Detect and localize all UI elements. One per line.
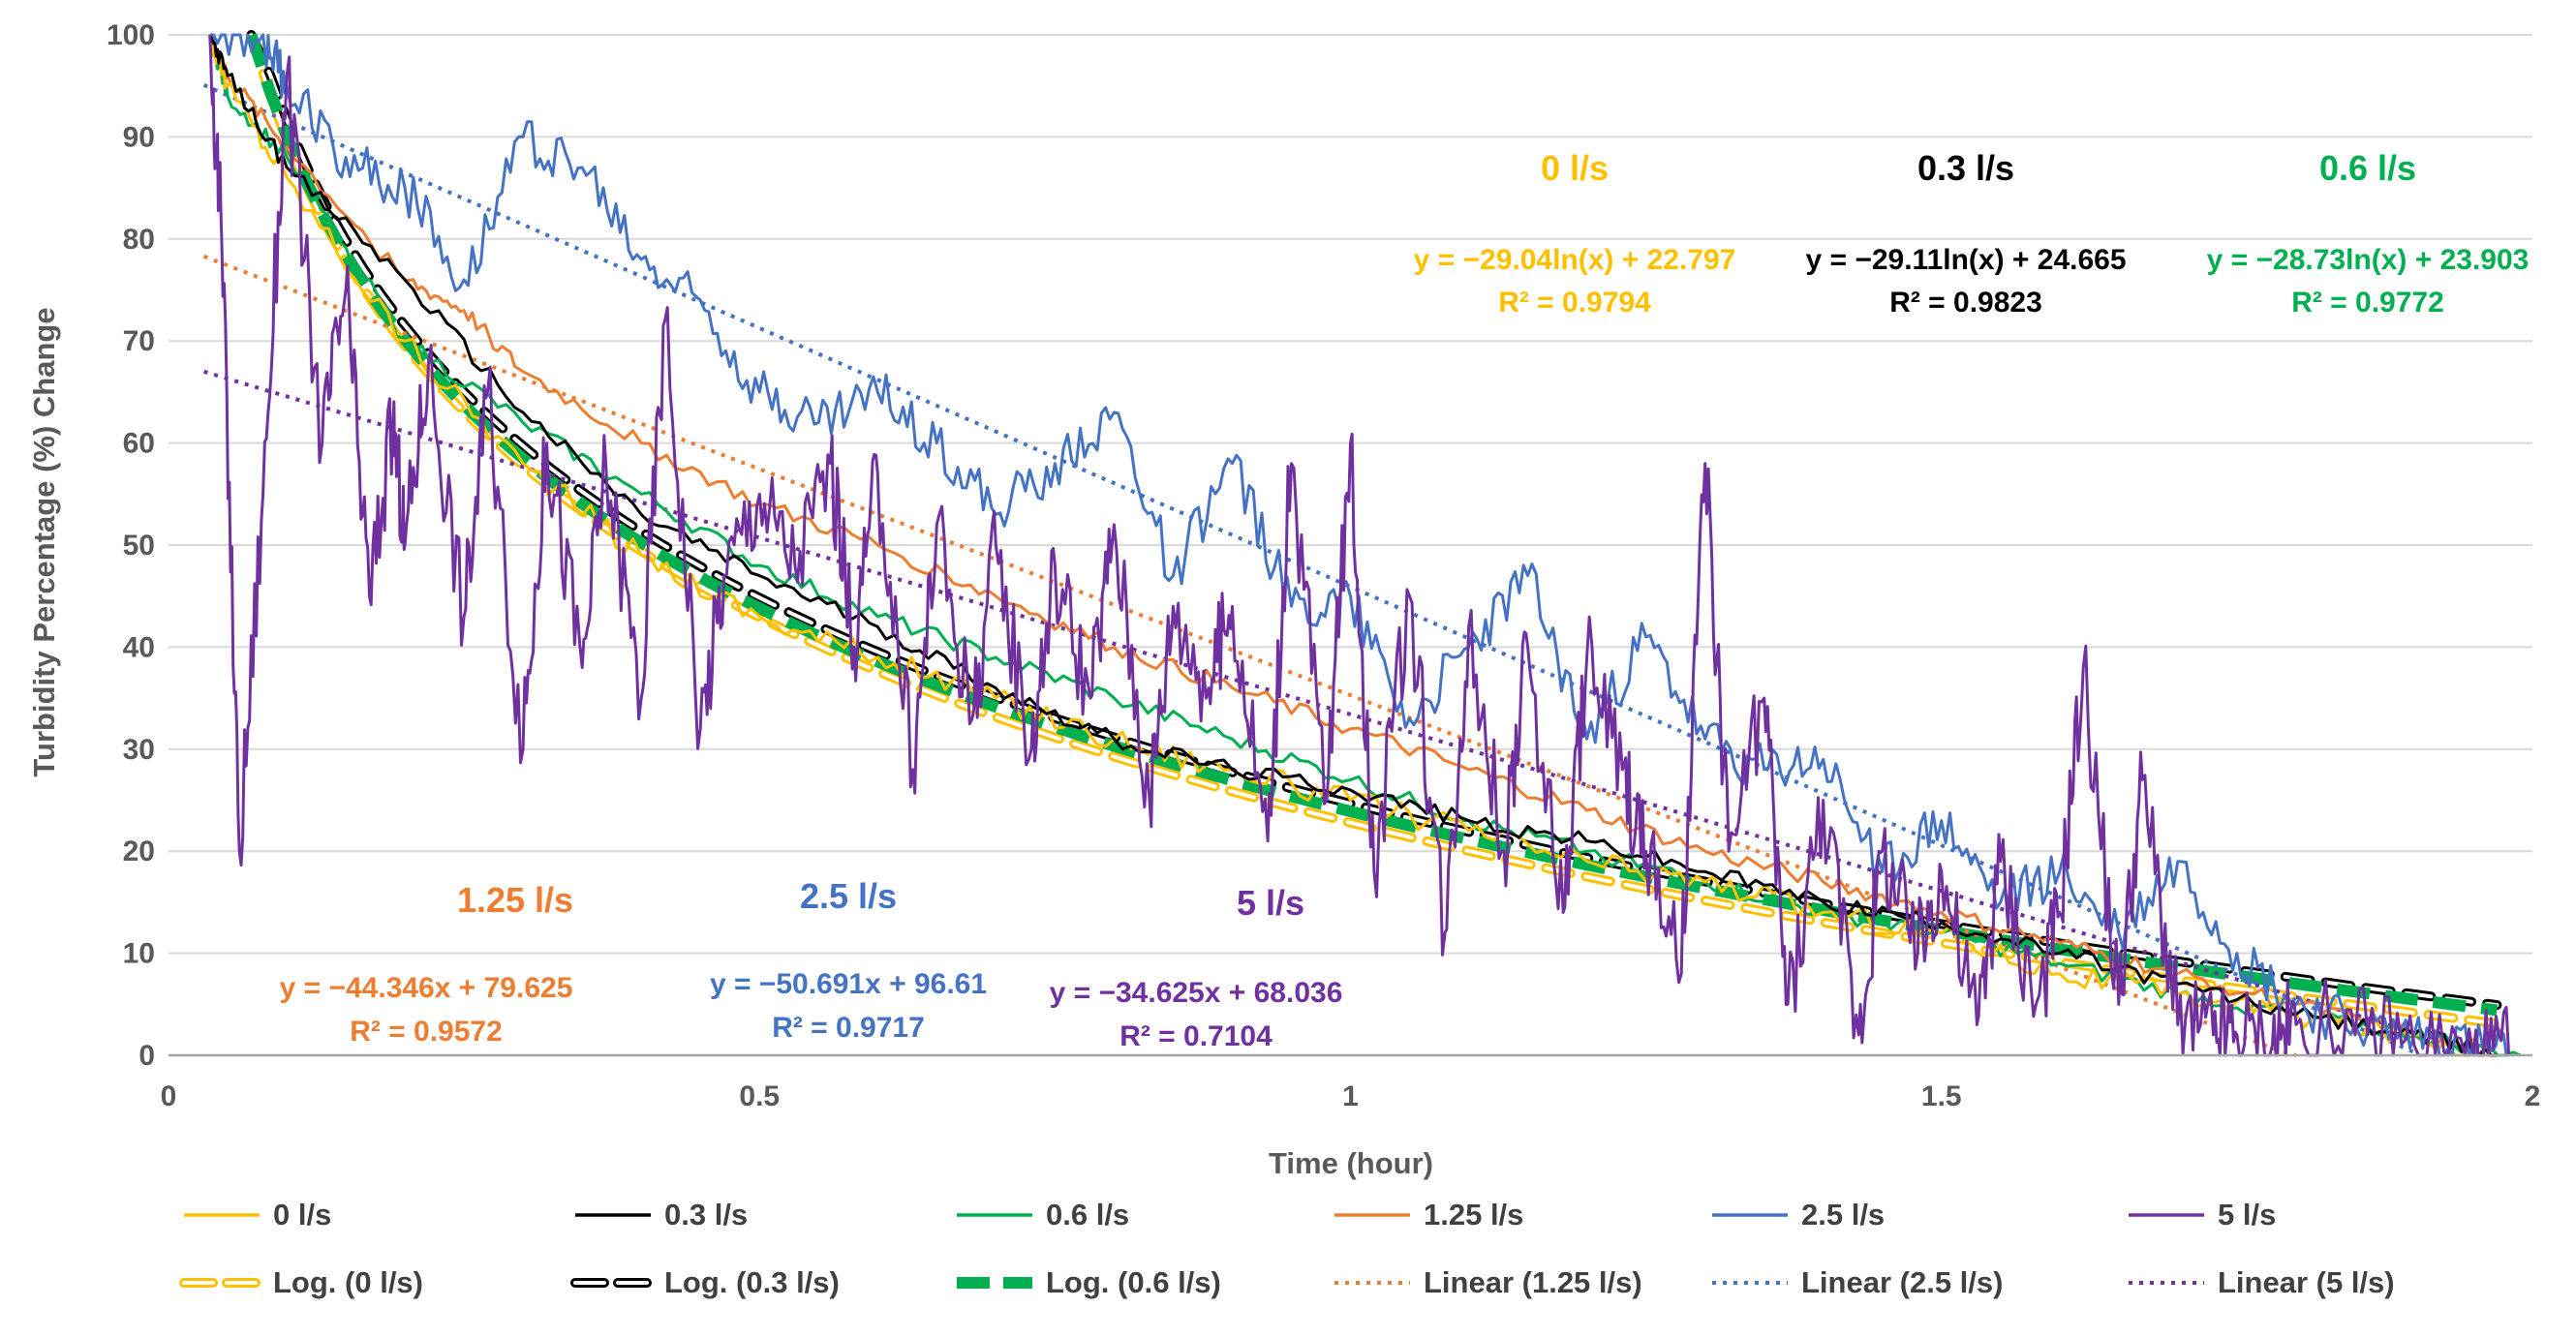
legend-label-linear-5-l-s: Linear (5 l/s) xyxy=(2218,1265,2395,1299)
annotations: 0 l/s y = −29.04ln(x) + 22.797 R² = 0.9794… xyxy=(280,148,2530,1052)
ann-2-5-equation: y = −50.691x + 96.61 xyxy=(710,968,987,1000)
legend-label-0-6-l-s: 0.6 l/s xyxy=(1046,1198,1129,1232)
x-tick-label: 2 xyxy=(2525,1080,2541,1112)
ann-0-r2: R² = 0.9794 xyxy=(1498,287,1651,319)
ann-2-5-r2: R² = 0.9717 xyxy=(772,1012,925,1044)
y-tick-label: 50 xyxy=(123,530,155,562)
legend-label-0-3-l-s: 0.3 l/s xyxy=(664,1198,748,1232)
legend-label-log-0-3-l-s: Log. (0.3 l/s) xyxy=(664,1265,840,1299)
ann-0-3-equation: y = −29.11ln(x) + 24.665 xyxy=(1805,244,2126,276)
series-line-log-0-6-l-s xyxy=(245,33,2499,1017)
y-tick-label: 90 xyxy=(123,121,155,153)
y-tick-label: 70 xyxy=(123,325,155,357)
y-tick-label: 0 xyxy=(138,1040,155,1072)
legend: 0 l/s 0.3 l/s 0.6 l/s 1.25 l/s 2.5 l/s 5 l/s L… xyxy=(179,1198,2395,1299)
series-line-1-25-l-s xyxy=(208,34,2498,1057)
tick-labels: 0 10 20 30 40 50 60 70 80 90 100 0 0.5 1 1.5 2 xyxy=(107,19,2540,1112)
ann-0-title: 0 l/s xyxy=(1541,148,1609,188)
ann-0-3-title: 0.3 l/s xyxy=(1917,148,2014,188)
ann-0-3-r2: R² = 0.9823 xyxy=(1889,287,2042,319)
y-tick-label: 80 xyxy=(123,224,155,256)
x-tick-label: 0 xyxy=(161,1080,177,1112)
legend-label-0-l-s: 0 l/s xyxy=(273,1198,331,1232)
legend-label-1-25-l-s: 1.25 l/s xyxy=(1424,1198,1523,1232)
legend-label-linear-2-5-l-s: Linear (2.5 l/s) xyxy=(1801,1265,2003,1299)
legend-label-log-0-l-s: Log. (0 l/s) xyxy=(273,1265,423,1299)
ann-1-25-r2: R² = 0.9572 xyxy=(350,1016,503,1048)
series-line-2-5-l-s xyxy=(209,33,2509,1057)
ann-1-25-title: 1.25 l/s xyxy=(457,880,573,920)
ann-5-title: 5 l/s xyxy=(1237,883,1304,923)
y-tick-label: 30 xyxy=(123,734,155,766)
x-tick-label: 1.5 xyxy=(1921,1080,1962,1112)
y-tick-label: 20 xyxy=(123,836,155,867)
ann-1-25-equation: y = −44.346x + 79.625 xyxy=(280,972,573,1004)
ann-5-equation: y = −34.625x + 68.036 xyxy=(1050,977,1343,1009)
series-layer xyxy=(202,30,2522,1057)
y-tick-label: 10 xyxy=(123,938,155,970)
ann-2-5-title: 2.5 l/s xyxy=(800,876,897,916)
ann-0-6-r2: R² = 0.9772 xyxy=(2291,287,2444,319)
series-line-linear-5-l-s xyxy=(203,369,2486,1056)
series-line-5-l-s xyxy=(208,34,2511,1057)
y-tick-label: 60 xyxy=(123,428,155,460)
series-line-linear-2-5-l-s xyxy=(202,82,2415,1054)
legend-label-2-5-l-s: 2.5 l/s xyxy=(1801,1198,1885,1232)
x-axis-title: Time (hour) xyxy=(1269,1146,1433,1180)
ann-0-6-equation: y = −28.73ln(x) + 23.903 xyxy=(2207,244,2530,276)
legend-label-5-l-s: 5 l/s xyxy=(2218,1198,2276,1232)
x-tick-label: 0.5 xyxy=(739,1080,780,1112)
y-tick-label: 40 xyxy=(123,631,155,663)
ann-5-r2: R² = 0.7104 xyxy=(1119,1020,1273,1052)
y-tick-label: 100 xyxy=(107,19,155,51)
legend-label-log-0-6-l-s: Log. (0.6 l/s) xyxy=(1046,1265,1221,1299)
ann-0-6-title: 0.6 l/s xyxy=(2319,148,2416,188)
ann-0-equation: y = −29.04ln(x) + 22.797 xyxy=(1414,244,1736,276)
legend-label-linear-1-25-l-s: Linear (1.25 l/s) xyxy=(1424,1265,1642,1299)
y-axis-title: Turbidity Percentage (%) Change xyxy=(27,307,61,776)
x-tick-label: 1 xyxy=(1342,1080,1359,1112)
